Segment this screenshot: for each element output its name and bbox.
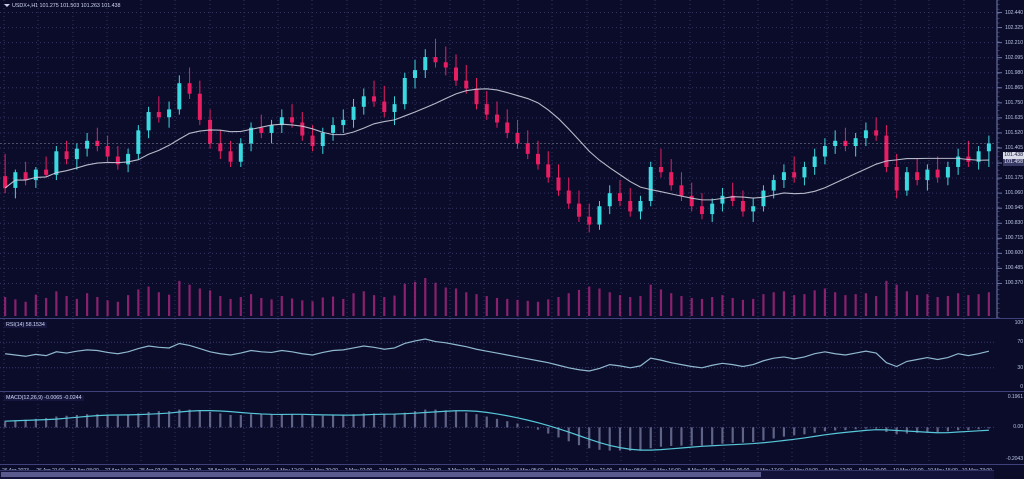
price-axis-label: 101.060	[1004, 190, 1023, 197]
price-axis-label: 102.440	[1004, 9, 1023, 16]
macd-axis-label: -0.2043	[1006, 456, 1023, 462]
price-axis-label: 101.865	[1004, 84, 1023, 91]
symbol-header-text: USDX+,H1 101.275 101.503 101.263 101.438	[12, 3, 121, 9]
ask-price-tag: 101.458	[1003, 159, 1024, 166]
macd-plot[interactable]	[0, 392, 994, 464]
price-axis[interactable]: 102.440 102.325 102.210 102.095 101.980 101.8…	[994, 0, 1024, 318]
price-axis-label: 102.325	[1004, 24, 1023, 31]
panel-divider-time	[0, 464, 1024, 465]
rsi-label: RSI(14) 58.1534	[4, 322, 47, 328]
macd-axis-label: 0.1961	[1007, 394, 1023, 400]
scrollbar-thumb[interactable]	[1, 472, 761, 477]
rsi-axis-label: 100	[1014, 320, 1023, 326]
price-axis-label: 101.520	[1004, 129, 1023, 136]
macd-axis: 0.1961 0.00 -0.2043	[994, 392, 1024, 464]
price-axis-label: 100.600	[1004, 250, 1023, 257]
horizontal-scrollbar[interactable]	[0, 470, 994, 479]
price-axis-label: 100.485	[1004, 265, 1023, 272]
price-axis-label: 100.370	[1004, 280, 1023, 287]
price-axis-label: 100.830	[1004, 220, 1023, 227]
price-axis-label: 101.405	[1004, 145, 1023, 151]
rsi-plot[interactable]	[0, 319, 994, 391]
bid-price-tag: 101.438	[1003, 152, 1024, 159]
price-axis-label: 102.210	[1004, 39, 1023, 46]
price-axis-label: 100.715	[1004, 235, 1023, 242]
macd-panel[interactable]	[0, 392, 994, 464]
rsi-axis-label: 0	[1020, 384, 1023, 390]
main-price-panel[interactable]	[0, 0, 994, 318]
macd-label: MACD(12,26,9) -0.0065 -0.0244	[4, 395, 84, 401]
price-axis-label: 101.750	[1004, 99, 1023, 106]
rsi-panel[interactable]	[0, 319, 994, 391]
panel-divider-macd	[0, 391, 1024, 392]
rsi-axis-label: 70	[1017, 339, 1023, 346]
price-axis-label: 101.980	[1004, 69, 1023, 76]
price-axis-label: 101.635	[1004, 114, 1023, 121]
rsi-axis: 100 70 30 0	[994, 319, 1024, 391]
macd-axis-label: 0.00	[1013, 424, 1023, 431]
price-axis-label: 100.945	[1004, 205, 1023, 212]
price-plot[interactable]	[0, 0, 994, 318]
rsi-axis-label: 30	[1017, 364, 1023, 371]
triangle-down-icon[interactable]	[4, 4, 10, 8]
panel-divider-rsi	[0, 318, 1024, 319]
symbol-header[interactable]: USDX+,H1 101.275 101.503 101.263 101.438	[4, 3, 121, 9]
price-axis-label: 102.095	[1004, 54, 1023, 61]
price-axis-label: 101.175	[1004, 175, 1023, 182]
